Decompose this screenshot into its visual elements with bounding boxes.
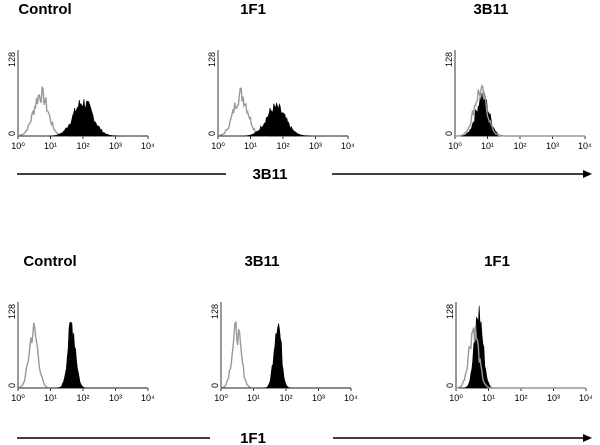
x-tick-label: 10³ [312, 393, 325, 403]
x-tick-label: 10³ [109, 393, 122, 403]
histogram-outline [455, 325, 586, 389]
x-tick-label: 10² [76, 141, 89, 151]
histogram-panel: 1F1 128 0 10⁰ 10¹ 10² 10³ 10⁴ [207, 1, 355, 151]
histogram-filled [221, 323, 351, 389]
y-tick-label: 128 [7, 52, 17, 67]
histogram-panel: Control 128 0 10⁰ 10¹ 10² 10³ 10⁴ [7, 253, 155, 403]
x-tick-label: 10³ [547, 393, 560, 403]
y-tick-label: 0 [444, 131, 454, 136]
panel-title: 1F1 [240, 1, 266, 18]
panel-title: 3B11 [244, 253, 279, 270]
x-tick-label: 10⁴ [579, 393, 593, 403]
histogram-filled [18, 321, 148, 389]
y-tick-label: 0 [210, 383, 220, 388]
y-tick-label: 0 [207, 131, 217, 136]
x-tick-label: 10⁰ [11, 393, 25, 403]
histogram-outline [17, 322, 148, 389]
y-tick-label: 0 [7, 131, 17, 136]
panel-title: Control [18, 1, 71, 18]
x-tick-label: 10⁴ [341, 141, 355, 151]
histogram-panel: 3B11 128 0 10⁰ 10¹ 10² 10³ 10⁴ [210, 253, 358, 403]
y-tick-label: 128 [207, 52, 217, 67]
panel-title: Control [23, 253, 76, 270]
x-tick-label: 10⁰ [211, 141, 225, 151]
histogram-filled [456, 305, 586, 389]
x-tick-label: 10² [513, 141, 526, 151]
panel-title: 1F1 [484, 253, 510, 270]
x-tick-label: 10⁰ [449, 393, 463, 403]
histogram-filled [218, 102, 348, 137]
arrow-head [583, 434, 592, 442]
arrow-label: 1F1 [240, 430, 266, 445]
x-tick-label: 10⁰ [214, 393, 228, 403]
x-tick-label: 10³ [109, 141, 122, 151]
panel-title: 3B11 [473, 1, 508, 18]
y-tick-label: 0 [7, 383, 17, 388]
histogram-filled [18, 98, 148, 137]
x-tick-label: 10⁴ [344, 393, 358, 403]
histogram-outline [220, 320, 351, 389]
x-tick-label: 10⁰ [448, 141, 462, 151]
x-tick-label: 10² [514, 393, 527, 403]
x-tick-label: 10¹ [244, 141, 257, 151]
x-tick-label: 10⁴ [141, 393, 155, 403]
y-tick-label: 0 [445, 383, 455, 388]
arrow-annotation: 1F1 [17, 430, 592, 445]
arrow-label: 3B11 [252, 166, 287, 183]
x-tick-label: 10² [279, 393, 292, 403]
x-tick-label: 10¹ [247, 393, 260, 403]
histogram-panel: 3B11 128 0 10⁰ 10¹ 10² 10³ 10⁴ [444, 1, 592, 151]
x-tick-label: 10² [276, 141, 289, 151]
y-tick-label: 128 [7, 304, 17, 319]
x-tick-label: 10¹ [44, 393, 57, 403]
y-tick-label: 128 [445, 304, 455, 319]
x-tick-label: 10⁴ [141, 141, 155, 151]
x-tick-label: 10³ [309, 141, 322, 151]
x-tick-label: 10² [76, 393, 89, 403]
histogram-filled [455, 90, 585, 137]
histogram-panel: Control 128 0 10⁰ 10¹ 10² 10³ 10⁴ [7, 1, 155, 151]
x-tick-label: 10¹ [482, 393, 495, 403]
histogram-panel: 1F1 128 0 10⁰ 10¹ 10² 10³ 10⁴ [445, 253, 593, 403]
histogram-outline [455, 84, 585, 137]
x-tick-label: 10¹ [44, 141, 57, 151]
y-tick-label: 128 [210, 304, 220, 319]
x-tick-label: 10¹ [481, 141, 494, 151]
y-tick-label: 128 [444, 52, 454, 67]
x-tick-label: 10⁰ [11, 141, 25, 151]
x-tick-label: 10⁴ [578, 141, 592, 151]
arrow-head [583, 170, 592, 178]
arrow-annotation: 3B11 [17, 166, 592, 183]
x-tick-label: 10³ [546, 141, 559, 151]
